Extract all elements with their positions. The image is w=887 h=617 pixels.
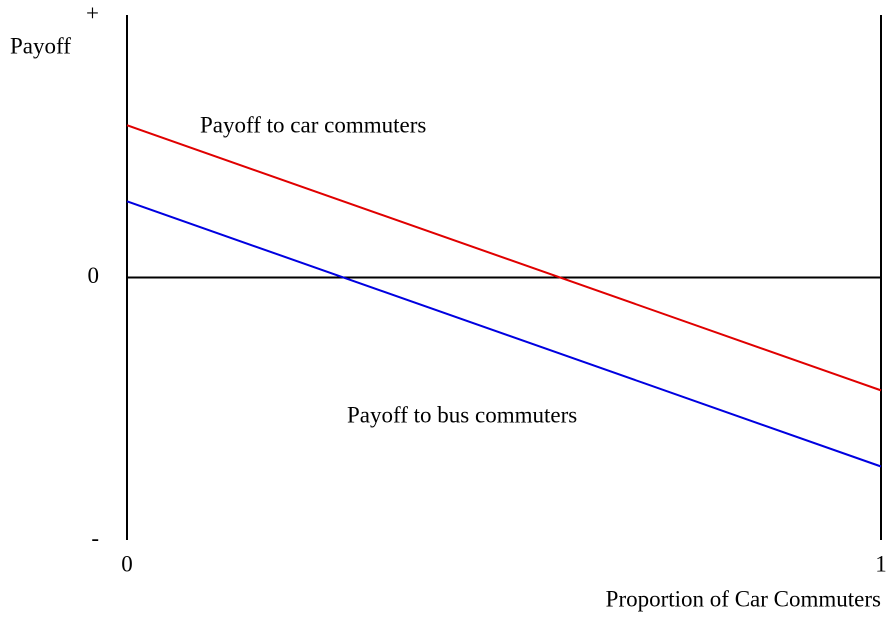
y-tick-label: 0 xyxy=(88,263,100,288)
series-label: Payoff to bus commuters xyxy=(347,402,577,427)
series-label: Payoff to car commuters xyxy=(200,112,426,137)
y-tick-label: + xyxy=(86,0,99,25)
y-tick-label: - xyxy=(91,525,99,550)
x-tick-label: 1 xyxy=(875,551,887,576)
series-line xyxy=(126,124,882,392)
series-line xyxy=(126,200,882,468)
x-axis-label: Proportion of Car Commuters xyxy=(606,586,881,611)
x-tick-label: 0 xyxy=(121,551,133,576)
y-axis-label: Payoff xyxy=(10,33,71,58)
